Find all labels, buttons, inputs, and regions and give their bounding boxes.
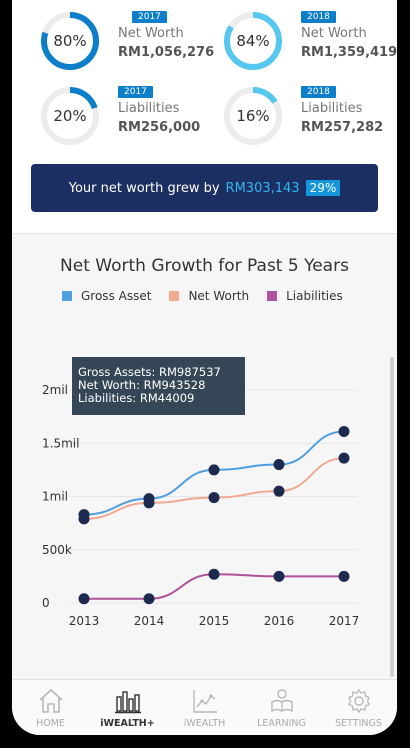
tab-iwealth[interactable]: iWEALTH: [166, 680, 243, 735]
chart-tooltip: Gross Assets: RM987537 Net Worth: RM9435…: [72, 357, 245, 415]
data-point: [208, 492, 220, 504]
y-tick-label: 2mil: [42, 383, 68, 397]
data-point: [78, 593, 90, 605]
data-point: [208, 568, 220, 580]
chart-legend: Gross Asset Net Worth Liabilities: [62, 289, 343, 303]
x-tick-label: 2015: [199, 614, 230, 628]
data-point: [78, 513, 90, 525]
data-point: [273, 570, 285, 582]
legend-item-gross-asset[interactable]: Gross Asset: [62, 289, 151, 303]
kpi-amount: RM1,359,419: [301, 45, 397, 60]
growth-percent-badge: 29%: [305, 180, 341, 196]
legend-label: Liabilities: [286, 289, 343, 303]
tooltip-liabilities: Liabilities: RM44009: [78, 391, 195, 405]
kpi-label: Liabilities: [118, 101, 180, 116]
tab-settings[interactable]: SETTINGS: [320, 680, 397, 735]
legend-item-net-worth[interactable]: Net Worth: [169, 289, 249, 303]
legend-label: Gross Asset: [81, 289, 152, 303]
reader-icon: [270, 689, 293, 713]
kpi-percent: 84%: [236, 32, 270, 50]
kpi-percent: 20%: [53, 107, 87, 125]
y-tick-label: 1.5mil: [42, 436, 79, 450]
banner-text: Your net worth grew by: [68, 180, 220, 196]
legend-swatch: [62, 291, 72, 301]
chart-section: [12, 234, 397, 679]
bar-chart-icon: [114, 691, 141, 714]
kpi-networth-2017[interactable]: 80% 2017 Net Worth RM1,056,276: [38, 9, 214, 73]
y-tick-label: 500k: [42, 543, 72, 557]
legend-swatch: [267, 291, 278, 301]
home-icon: [38, 688, 63, 713]
y-tick-label: 1mil: [42, 490, 68, 504]
year-badge: 2018: [301, 11, 336, 23]
tab-iwealth-plus[interactable]: iWEALTH+: [89, 680, 166, 735]
kpi-label: Net Worth: [301, 26, 367, 41]
legend-item-liabilities[interactable]: Liabilities: [267, 289, 343, 303]
data-point: [338, 452, 350, 464]
data-point: [273, 459, 285, 471]
kpi-label: Liabilities: [301, 101, 363, 116]
bottom-tab-bar: HOME iWEALTH+ iWEALTH: [12, 679, 397, 735]
tab-home[interactable]: HOME: [12, 680, 89, 735]
kpi-liabilities-2018[interactable]: 16% 2018 Liabilities RM257,282: [221, 84, 391, 148]
tab-label: HOME: [36, 718, 65, 729]
chart-scrollbar[interactable]: [390, 357, 394, 677]
gear-icon: [347, 688, 370, 714]
progress-ring: [224, 12, 282, 70]
x-tick-label: 2014: [134, 614, 165, 628]
legend-swatch: [169, 291, 180, 301]
tab-label: iWEALTH+: [100, 718, 155, 729]
kpi-networth-2018[interactable]: 84% 2018 Net Worth RM1,359,419: [221, 9, 397, 73]
net-worth-growth-banner[interactable]: Your net worth grew by RM303,143 29%: [31, 164, 378, 212]
kpi-amount: RM1,056,276: [118, 45, 215, 60]
tab-label: iWEALTH: [183, 718, 226, 729]
chart-title: Net Worth Growth for Past 5 Years: [60, 256, 349, 276]
tab-label: SETTINGS: [335, 718, 382, 729]
progress-ring: [41, 12, 99, 70]
section-divider: [12, 233, 397, 234]
data-point: [208, 464, 220, 476]
x-tick-label: 2016: [264, 614, 295, 628]
x-tick-label: 2013: [69, 614, 100, 628]
tooltip-net-worth: Net Worth: RM943528: [78, 378, 206, 392]
app-screen: 80% 2017 Net Worth RM1,056,276 84% 2018 …: [12, 0, 397, 735]
kpi-liabilities-2017[interactable]: 20% 2017 Liabilities RM256,000: [38, 84, 208, 148]
year-badge: 2017: [118, 86, 153, 98]
tab-label: LEARNING: [257, 718, 306, 729]
legend-label: Net Worth: [188, 289, 250, 303]
tooltip-gross-assets: Gross Assets: RM987537: [78, 365, 221, 379]
x-tick-label: 2017: [329, 614, 360, 628]
kpi-label: Net Worth: [118, 26, 184, 41]
data-point: [143, 497, 155, 509]
data-point: [338, 570, 350, 582]
progress-ring: [224, 87, 282, 145]
kpi-percent: 16%: [236, 107, 270, 125]
progress-ring: [41, 87, 99, 145]
y-tick-label: 0: [42, 596, 50, 610]
line-chart-icon: [192, 690, 217, 713]
data-point: [273, 485, 285, 497]
kpi-amount: RM257,282: [301, 120, 384, 135]
year-badge: 2018: [301, 86, 336, 98]
tab-learning[interactable]: LEARNING: [243, 680, 320, 735]
kpi-amount: RM256,000: [118, 120, 201, 135]
net-worth-line-chart[interactable]: 0 500k 1mil 1.5mil 2mil 2013 2014 2015 2016 2017: [12, 360, 397, 635]
year-badge: 2017: [132, 11, 167, 23]
banner-amount: RM303,143: [225, 180, 300, 196]
kpi-percent: 80%: [53, 32, 87, 50]
data-point: [143, 593, 155, 605]
data-point: [338, 426, 350, 438]
